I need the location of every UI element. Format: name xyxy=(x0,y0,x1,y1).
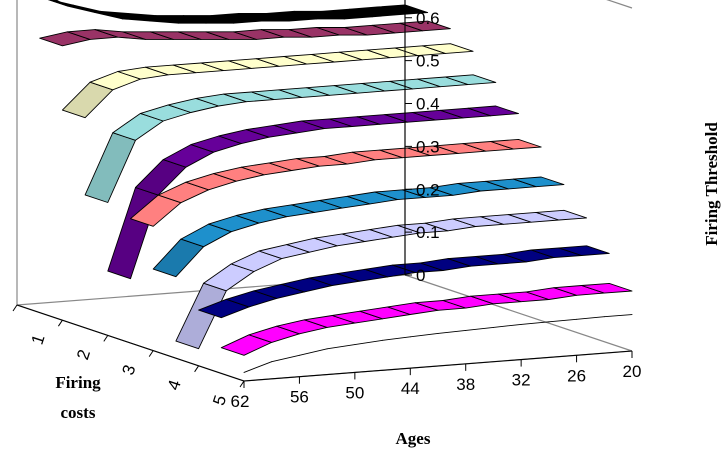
cost-tick-label: 1 xyxy=(28,332,49,347)
age-axis-line xyxy=(243,350,633,382)
age-tick-label: 38 xyxy=(456,375,475,394)
age-tick-label: 56 xyxy=(290,388,309,407)
right-floor-edge xyxy=(404,274,633,352)
z-tick-label: 0.3 xyxy=(416,137,440,156)
ribbon-segment xyxy=(576,316,605,320)
cost-tick xyxy=(148,350,154,357)
cost-tick-label: 0 xyxy=(0,317,3,332)
z-tick-label: 0.2 xyxy=(416,180,440,199)
cost-axis-line xyxy=(16,304,245,382)
age-tick-label: 26 xyxy=(567,366,586,385)
series-ribbon-cost-0 xyxy=(48,0,429,24)
ribbon-segment xyxy=(84,132,136,203)
ribbon-segment xyxy=(603,314,633,318)
ribbon-segment xyxy=(444,74,497,86)
z-tick-label: 0.1 xyxy=(416,223,440,242)
ribbon-segment xyxy=(492,323,522,328)
series-ribbon-cost-3 xyxy=(152,176,565,278)
cost-tick xyxy=(57,319,63,327)
ylabel-line1: Firing xyxy=(55,373,101,392)
age-tick-label: 20 xyxy=(623,362,642,381)
cost-tick-label: 3 xyxy=(118,362,139,377)
ribbon-segment xyxy=(422,43,474,54)
ribbon-segment xyxy=(298,348,328,356)
ribbon-segment xyxy=(437,329,467,334)
series-ribbon-cost-4.5 xyxy=(220,282,633,356)
age-tick-label: 44 xyxy=(401,379,420,398)
ribbon-segment xyxy=(409,332,439,338)
ribbon-segment xyxy=(152,238,205,278)
series-ribbon-cost-1.5 xyxy=(84,74,497,203)
series-ribbon-cost-5 xyxy=(243,314,633,373)
series-ribbon-cost-2 xyxy=(107,105,519,280)
ribbon-segment xyxy=(535,209,588,221)
cost-tick xyxy=(12,304,18,312)
series-ribbon-cost-0.5 xyxy=(39,20,451,47)
ribbon-segment xyxy=(520,321,550,325)
ribbon-segment xyxy=(271,354,300,363)
series-ribbons xyxy=(39,0,633,373)
age-tick-label: 62 xyxy=(231,392,250,411)
cost-tick-label: 5 xyxy=(209,393,230,408)
ribbon-segment xyxy=(581,282,633,294)
cost-tick-label: 2 xyxy=(73,347,94,362)
zlabel: Firing Threshold xyxy=(702,122,721,246)
right-top-edge xyxy=(606,0,633,9)
ribbon-segment xyxy=(558,245,610,256)
ribbon-segment xyxy=(326,344,356,350)
cost-tick xyxy=(194,365,200,373)
series-ribbon-cost-4 xyxy=(198,245,610,319)
ribbon-segment xyxy=(513,176,565,188)
cost-tick xyxy=(239,380,245,388)
ylabel-line2: costs xyxy=(61,403,96,422)
series-ribbon-cost-3.5 xyxy=(175,209,588,350)
age-tick-label: 50 xyxy=(345,383,364,402)
series-ribbon-cost-1 xyxy=(61,43,474,119)
ribbon-segment xyxy=(243,361,273,373)
ribbon-segment xyxy=(382,336,411,341)
xlabel: Ages xyxy=(396,429,431,448)
ribbon-segment xyxy=(354,339,384,346)
z-tick-label: 0.4 xyxy=(416,95,440,114)
z-tick-label: 0.5 xyxy=(416,52,440,71)
ribbon-segment xyxy=(399,20,451,32)
ribbon-segment xyxy=(490,138,542,150)
ribbon-segment xyxy=(467,105,519,117)
cost-tick xyxy=(103,335,109,342)
ribbon-segment xyxy=(465,326,494,331)
cost-tick-label: 4 xyxy=(164,378,185,393)
z-tick-label: 0 xyxy=(416,266,425,285)
age-tick-label: 32 xyxy=(512,371,531,390)
ribbon-segment xyxy=(48,0,96,13)
ribbon-segment xyxy=(548,318,578,323)
z-tick-label: 0.6 xyxy=(416,9,440,28)
